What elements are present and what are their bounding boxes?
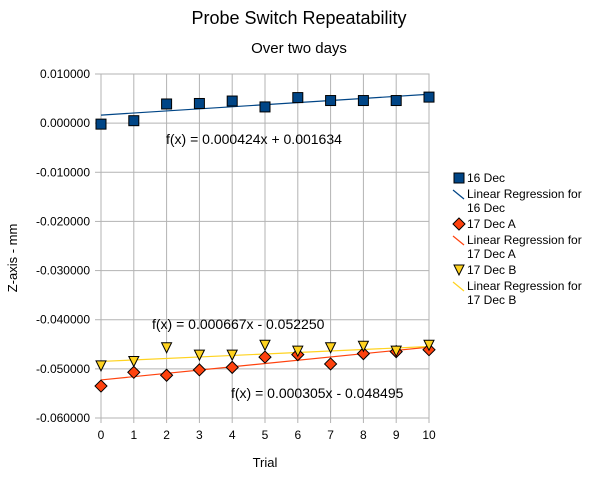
data-point bbox=[225, 360, 239, 375]
data-point bbox=[226, 349, 239, 362]
data-point bbox=[357, 340, 370, 353]
y-tick-label: -0.060000 bbox=[36, 411, 90, 425]
legend-label: 17 Dec B bbox=[467, 263, 516, 277]
legend-label: Linear Regression for 17 Dec A bbox=[467, 233, 582, 261]
legend-swatch bbox=[452, 281, 465, 292]
data-point bbox=[259, 339, 271, 352]
x-axis-label: Trial bbox=[253, 455, 278, 470]
data-point bbox=[357, 95, 369, 107]
data-point bbox=[390, 345, 403, 358]
data-point bbox=[423, 339, 435, 352]
data-point bbox=[161, 98, 173, 110]
data-point bbox=[423, 91, 435, 103]
legend: 16 Dec Linear Regression for 16 Dec 17 Dec … bbox=[452, 171, 582, 307]
data-point bbox=[356, 346, 371, 361]
data-point bbox=[292, 92, 304, 104]
x-tick-label: 1 bbox=[130, 428, 137, 442]
data-point bbox=[127, 355, 140, 368]
data-point bbox=[258, 350, 272, 364]
chart-subtitle: Over two days bbox=[251, 40, 347, 57]
x-tick-label: 9 bbox=[393, 428, 400, 442]
plot-area bbox=[100, 73, 430, 419]
y-tick-label: -0.010000 bbox=[36, 165, 90, 179]
legend-swatch bbox=[453, 264, 465, 277]
data-point bbox=[192, 363, 207, 377]
y-axis-label: Z-axis - mm bbox=[5, 224, 20, 293]
regression-equation: f(x) = 0.000305x - 0.048495 bbox=[231, 385, 404, 401]
regression-equations: f(x) = 0.000424x + 0.001634 f(x) = 0.0006… bbox=[152, 131, 404, 401]
x-tick-label: 10 bbox=[422, 428, 436, 442]
data-point bbox=[193, 349, 206, 362]
y-tick-label: 0.000000 bbox=[40, 116, 90, 130]
legend-swatch bbox=[453, 172, 465, 184]
y-axis-ticks: 0.010000 0.000000 -0.010000 -0.020000 -0.030… bbox=[36, 67, 101, 425]
legend-label: Linear Regression for 16 Dec bbox=[467, 187, 582, 215]
data-point bbox=[95, 118, 107, 130]
data-points bbox=[94, 91, 436, 393]
y-tick-label: 0.010000 bbox=[40, 67, 90, 81]
data-point bbox=[390, 95, 402, 107]
x-tick-label: 6 bbox=[294, 428, 301, 442]
regression-equation: f(x) = 0.000424x + 0.001634 bbox=[166, 131, 342, 147]
data-point bbox=[291, 345, 304, 358]
data-point bbox=[160, 342, 173, 354]
legend-label: 17 Dec A bbox=[467, 217, 516, 231]
x-tick-label: 2 bbox=[163, 428, 170, 442]
data-point bbox=[95, 360, 107, 373]
x-tick-label: 5 bbox=[262, 428, 269, 442]
legend-swatch bbox=[452, 217, 466, 231]
legend-swatch bbox=[452, 189, 465, 200]
data-point bbox=[127, 365, 141, 380]
data-point bbox=[128, 115, 140, 127]
data-point bbox=[325, 95, 337, 107]
data-point bbox=[226, 95, 238, 107]
regression-equation: f(x) = 0.000667x - 0.052250 bbox=[152, 316, 325, 332]
legend-label: Linear Regression for 17 Dec B bbox=[467, 279, 582, 307]
y-tick-label: -0.040000 bbox=[36, 313, 90, 327]
legend-swatch bbox=[452, 235, 465, 246]
x-axis-ticks: 0 1 2 3 4 5 6 7 8 9 10 bbox=[98, 418, 436, 442]
y-tick-label: -0.050000 bbox=[36, 362, 90, 376]
y-tick-label: -0.020000 bbox=[36, 214, 90, 228]
data-point bbox=[259, 101, 271, 113]
x-tick-label: 3 bbox=[196, 428, 203, 442]
chart-title: Probe Switch Repeatability bbox=[191, 8, 406, 28]
y-tick-label: -0.030000 bbox=[36, 264, 90, 278]
data-point bbox=[159, 368, 174, 382]
x-tick-label: 0 bbox=[98, 428, 105, 442]
x-tick-label: 7 bbox=[327, 428, 334, 442]
data-point bbox=[324, 342, 337, 354]
x-tick-label: 8 bbox=[360, 428, 367, 442]
data-point bbox=[94, 379, 108, 393]
grid bbox=[100, 73, 430, 419]
legend-label: 16 Dec bbox=[467, 171, 505, 185]
x-tick-label: 4 bbox=[229, 428, 236, 442]
data-point bbox=[193, 97, 205, 109]
data-point bbox=[323, 357, 338, 371]
